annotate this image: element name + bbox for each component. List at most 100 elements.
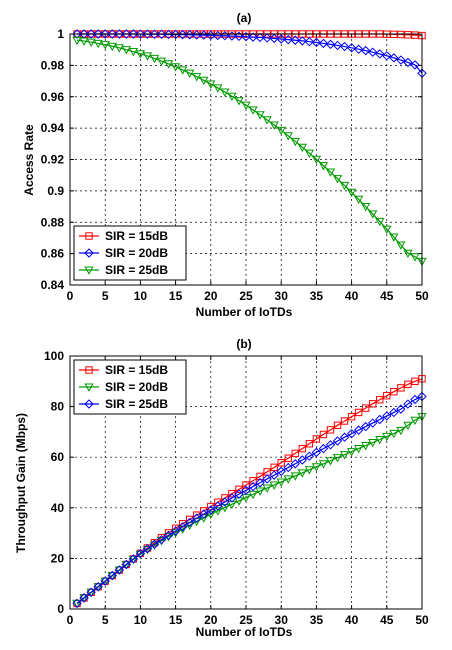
data-point: [389, 233, 399, 242]
data-point: [255, 478, 265, 488]
data-point: [199, 514, 209, 523]
data-point: [304, 466, 315, 475]
data-point: [185, 69, 195, 79]
data-point: [248, 106, 258, 115]
y-tick-label: 1: [57, 27, 64, 41]
x-tick-label: 20: [204, 613, 218, 627]
data-point: [290, 137, 300, 147]
data-point: [86, 587, 96, 598]
x-tick-label: 20: [204, 289, 218, 303]
data-point: [220, 497, 230, 507]
data-point: [107, 570, 117, 581]
data-point: [368, 438, 378, 448]
data-point: [107, 572, 117, 581]
data-point: [291, 449, 299, 458]
data-point: [241, 101, 251, 111]
data-point: [277, 459, 285, 467]
data-point: [297, 36, 308, 46]
data-point: [86, 29, 96, 39]
data-point: [368, 418, 378, 428]
data-point: [93, 39, 103, 49]
data-point: [93, 583, 103, 592]
x-tick-label: 15: [169, 613, 183, 627]
data-point: [346, 448, 357, 457]
x-axis-label: Number of IoTDs: [196, 625, 293, 639]
legend-label: SIR = 25dB: [105, 263, 168, 277]
data-point: [114, 44, 124, 53]
data-point: [319, 430, 328, 439]
x-tick-label: 15: [169, 289, 183, 303]
y-axis-label: Throughput Gain (Mbps): [14, 413, 28, 553]
data-point: [375, 435, 385, 445]
data-point: [235, 485, 243, 494]
x-tick-label: 5: [102, 289, 109, 303]
data-point: [354, 408, 363, 417]
data-point: [353, 195, 364, 205]
x-tick-label: 25: [239, 613, 253, 627]
data-point: [107, 29, 117, 39]
data-point: [390, 387, 398, 396]
data-point: [346, 188, 357, 198]
data-point: [234, 31, 244, 42]
y-tick-label: 0.84: [41, 278, 65, 292]
data-point: [72, 36, 82, 46]
x-tick-label: 25: [239, 289, 253, 303]
data-point: [79, 594, 89, 603]
data-point: [100, 41, 110, 50]
legend: SIR = 15dB SIR = 20dB SIR = 25dB: [73, 359, 187, 415]
data-point: [297, 455, 308, 465]
data-point: [129, 555, 138, 563]
data-point: [156, 29, 167, 40]
data-point: [382, 225, 392, 234]
data-point: [149, 29, 160, 40]
y-tick-label: 0.88: [41, 215, 65, 229]
data-point: [382, 432, 392, 442]
x-tick-label: 50: [415, 289, 429, 303]
data-point: [411, 31, 419, 39]
data-point: [269, 470, 279, 480]
data-point: [389, 53, 399, 63]
data-point: [269, 121, 279, 130]
x-tick-label: 40: [345, 613, 359, 627]
x-tick-label: 0: [67, 613, 74, 627]
legend-marker: [84, 399, 94, 409]
data-point: [227, 500, 237, 510]
data-point: [297, 143, 307, 153]
x-tick-label: 30: [275, 613, 289, 627]
x-tick-label: 10: [134, 613, 148, 627]
data-point: [332, 175, 343, 184]
y-tick-label: 0: [57, 602, 64, 616]
legend-marker: [85, 232, 93, 240]
data-point: [304, 149, 315, 159]
data-point: [199, 76, 209, 86]
data-point: [227, 92, 237, 102]
data-point: [262, 33, 272, 43]
data-point: [290, 459, 300, 469]
data-point: [248, 490, 258, 500]
data-point: [192, 73, 202, 82]
x-tick-label: 35: [310, 289, 324, 303]
data-point: [375, 49, 385, 59]
data-point: [121, 46, 131, 55]
data-point: [369, 400, 377, 408]
data-point: [156, 534, 167, 545]
y-tick-label: 0.92: [41, 153, 65, 167]
data-point: [290, 35, 300, 45]
data-point: [79, 37, 89, 46]
data-point: [410, 416, 420, 426]
data-point: [213, 507, 223, 516]
data-point: [284, 454, 292, 462]
data-point: [353, 44, 364, 54]
data-point: [142, 52, 153, 61]
data-point: [360, 421, 371, 432]
data-point: [276, 126, 286, 136]
data-point: [396, 426, 406, 436]
data-point: [333, 421, 342, 430]
data-point: [332, 40, 343, 51]
data-point: [255, 487, 265, 496]
data-point: [128, 29, 139, 39]
data-point: [100, 576, 110, 586]
data-point: [311, 463, 322, 472]
legend-label: SIR = 15dB: [105, 363, 168, 377]
data-point: [213, 84, 223, 93]
